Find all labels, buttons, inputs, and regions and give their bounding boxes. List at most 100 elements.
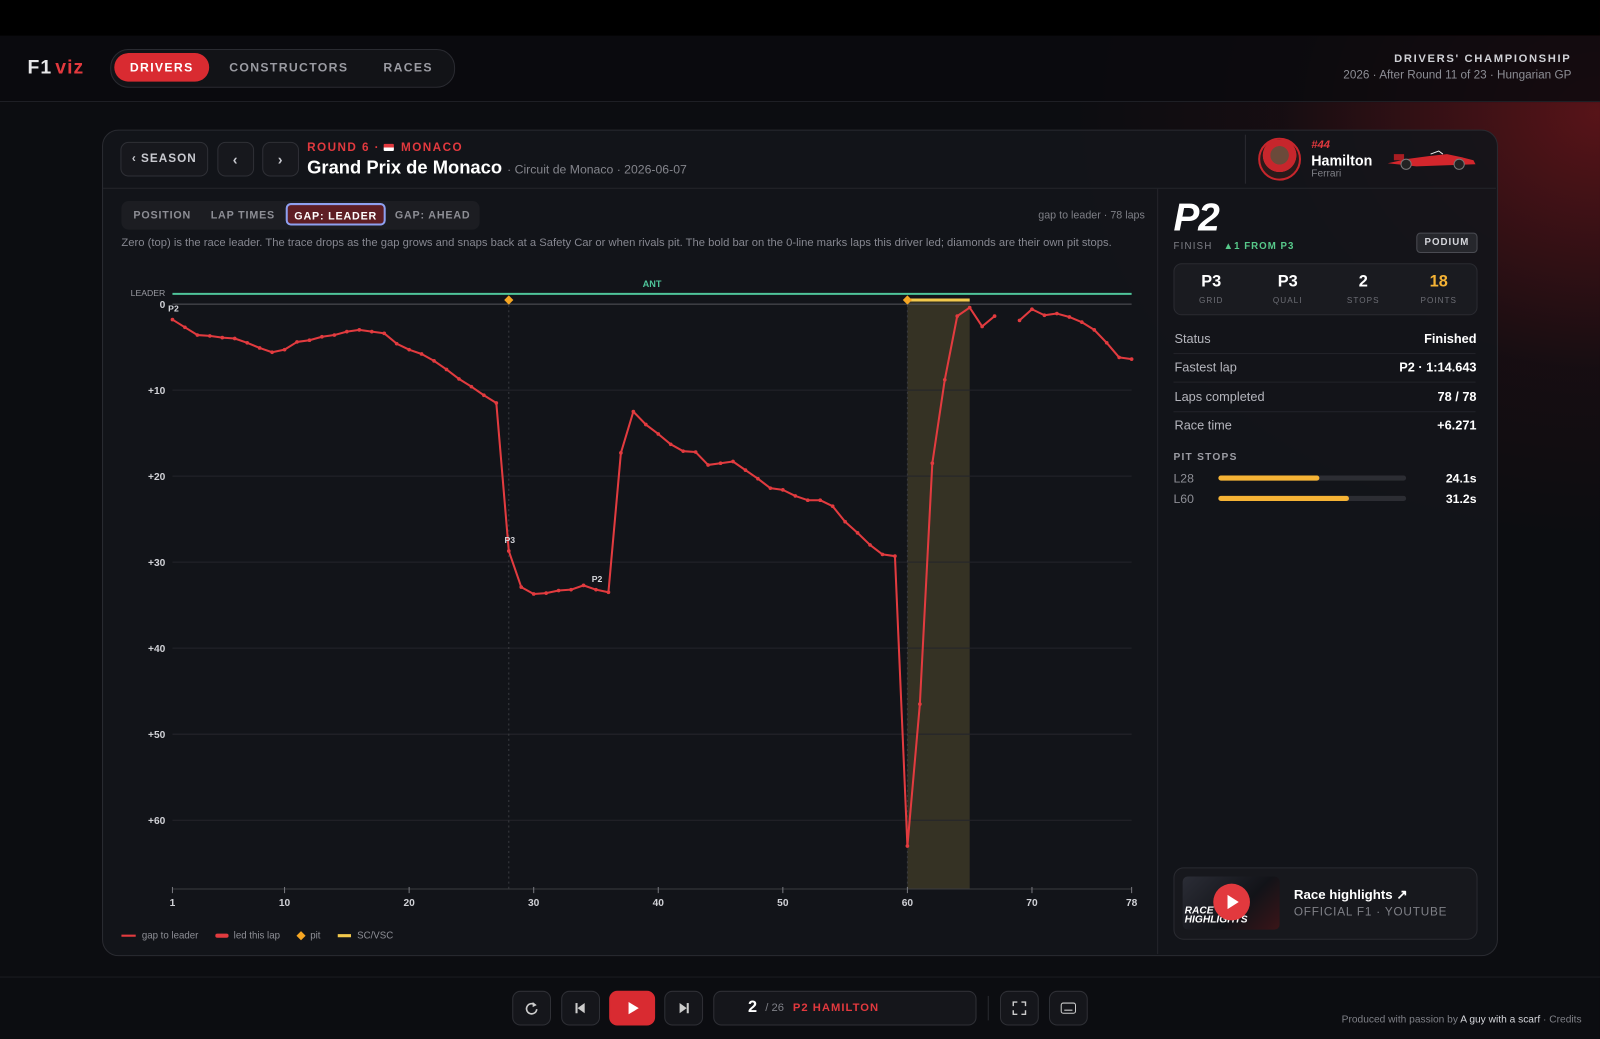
gap-point — [531, 592, 536, 596]
pit-duration: 31.2s — [1445, 491, 1477, 507]
driver-team: Ferrari — [1311, 168, 1342, 180]
x-tick-label: 60 — [902, 898, 914, 909]
counter-total: / 26 — [765, 1002, 785, 1015]
gap-point — [830, 504, 835, 509]
season-button[interactable]: ‹ SEASON — [120, 141, 209, 177]
logo[interactable]: F1 viz — [28, 57, 85, 79]
row-separator — [1173, 381, 1476, 383]
gap-point — [270, 350, 274, 355]
fullscreen-icon — [1012, 1001, 1027, 1015]
counter-current: 2 — [747, 998, 758, 1017]
gap-point — [992, 314, 997, 318]
gap-point — [631, 409, 636, 414]
stat-value: 18 — [1429, 273, 1448, 291]
position-label: P2 — [168, 304, 179, 314]
gap-point — [930, 461, 935, 466]
gap-point — [967, 305, 972, 310]
position-label: P3 — [505, 535, 516, 545]
row-label: Laps completed — [1174, 389, 1265, 405]
gap-point — [407, 347, 411, 352]
y-tick-label: +60 — [148, 816, 166, 827]
gap-point — [780, 488, 785, 492]
row-separator — [1173, 411, 1476, 413]
fullscreen-button[interactable] — [999, 990, 1039, 1026]
legend-label: led this lap — [234, 930, 280, 941]
driver-avatar — [1258, 137, 1302, 181]
gap-point — [245, 340, 250, 345]
gap-point — [955, 314, 960, 318]
divider — [1244, 134, 1246, 184]
gap-point — [357, 328, 362, 332]
position-change: ▲1 FROM P3 — [1223, 240, 1295, 253]
car-image — [1387, 150, 1476, 170]
gap-point — [469, 384, 474, 389]
footer-credits[interactable]: · Credits — [1543, 1014, 1582, 1026]
pit-lap: L28 — [1173, 471, 1194, 486]
y-tick-label: 0 — [160, 300, 166, 311]
step-forward-button[interactable] — [664, 990, 704, 1026]
restart-icon — [525, 1002, 538, 1015]
chart-tab[interactable]: POSITION — [133, 209, 192, 222]
gap-point — [818, 498, 823, 503]
finish-position: P2 — [1173, 196, 1219, 240]
pit-bar — [1218, 475, 1319, 481]
gap-point — [756, 476, 760, 481]
gap-point — [332, 333, 337, 337]
gap-chart: 0 +10 +20 +30 +40 +50 +60 LEADER ANT 1 10 20 30 40 50 6… — [121, 279, 1138, 941]
gap-point — [220, 335, 225, 340]
divider — [103, 187, 1496, 189]
pit-bar — [1218, 495, 1349, 502]
divider — [0, 976, 1600, 978]
logo-main: F1 — [27, 57, 53, 79]
gap-point — [556, 588, 561, 593]
gap-point — [731, 459, 735, 464]
keyboard-icon — [1060, 1002, 1077, 1014]
footer-author[interactable]: A guy with a scarf — [1460, 1014, 1541, 1026]
gap-point — [843, 519, 847, 524]
gap-point — [656, 432, 661, 436]
gap-point — [282, 347, 287, 352]
gap-point — [257, 346, 262, 350]
restart-button[interactable] — [512, 990, 552, 1026]
top-bar — [0, 0, 1600, 36]
gap-point — [768, 486, 773, 491]
divider — [987, 995, 989, 1021]
gap-point — [581, 583, 586, 588]
row-value: 78 / 78 — [1437, 389, 1477, 405]
position-label: P2 — [592, 574, 603, 584]
chart-tab[interactable]: LAP TIMES — [210, 209, 275, 222]
gap-point — [805, 498, 810, 503]
step-back-button[interactable] — [561, 990, 600, 1026]
gap-point — [457, 377, 461, 381]
row-separator — [1173, 353, 1476, 355]
x-tick-label: 70 — [1026, 898, 1038, 909]
chart-tab[interactable]: GAP: LEADER — [285, 203, 386, 226]
stat-label: QUALI — [1272, 295, 1303, 306]
keyboard-button[interactable] — [1048, 990, 1088, 1026]
nav-tab[interactable]: CONSTRUCTORS — [229, 60, 349, 75]
stat-value: P3 — [1201, 273, 1222, 291]
gap-point — [1042, 313, 1047, 318]
gap-point — [880, 552, 885, 557]
y-tick-label: +20 — [148, 472, 166, 483]
play-button[interactable] — [609, 990, 656, 1026]
stat-label: STOPS — [1346, 295, 1380, 306]
gap-point — [183, 325, 187, 330]
gap-point — [793, 494, 798, 498]
gap-point — [232, 336, 237, 341]
finish-label: FINISH — [1173, 240, 1213, 253]
next-race-button[interactable]: › — [262, 141, 299, 177]
gap-point — [419, 352, 424, 356]
step-back-icon — [575, 1003, 585, 1014]
stats-box — [1173, 263, 1478, 316]
chart-tab[interactable]: GAP: AHEAD — [394, 209, 471, 222]
gap-point — [643, 422, 648, 427]
gap-point — [1017, 318, 1022, 323]
nav-tab[interactable]: DRIVERS — [114, 53, 210, 82]
pit-duration: 24.1s — [1445, 471, 1477, 486]
prev-race-button[interactable]: ‹ — [217, 141, 255, 177]
y-tick-label: +40 — [148, 644, 166, 655]
nav-tab[interactable]: RACES — [383, 60, 433, 75]
y-tick-label: +10 — [148, 386, 166, 397]
